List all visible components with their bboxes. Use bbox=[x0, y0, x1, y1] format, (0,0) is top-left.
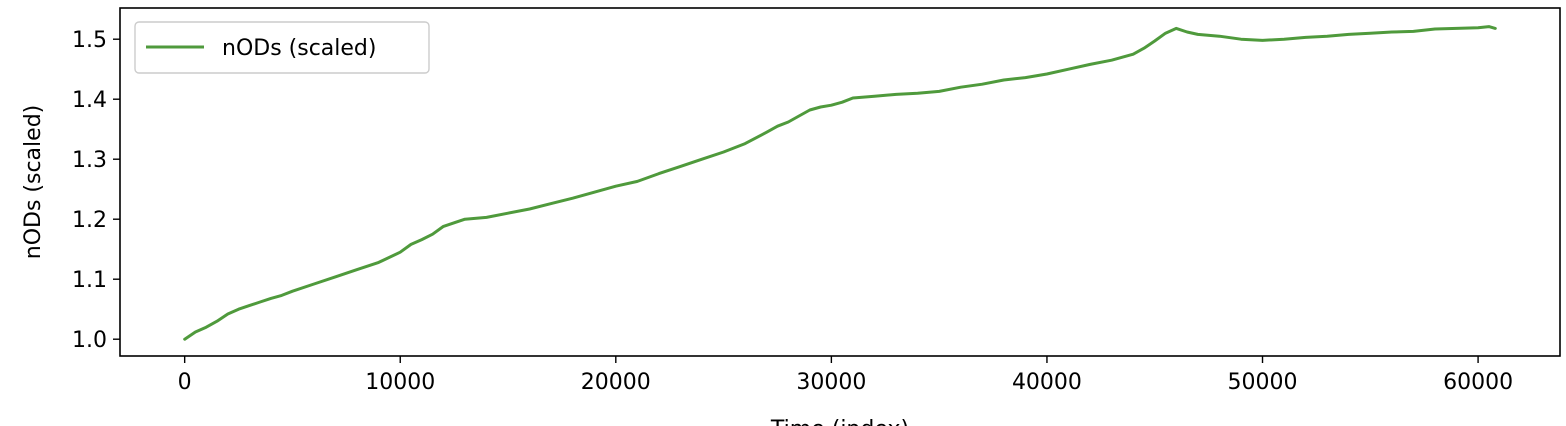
axes: 0 10000 20000 30000 40000 50000 60000 1.0 1.1 1.2… bbox=[21, 7, 1561, 426]
y-tick-label: 1.3 bbox=[72, 148, 107, 173]
x-tick-label: 20000 bbox=[581, 370, 651, 395]
x-tick-label: 0 bbox=[178, 370, 192, 395]
y-tick-label: 1.0 bbox=[72, 328, 107, 353]
legend-label: nODs (scaled) bbox=[222, 36, 376, 61]
series-line-0 bbox=[183, 25, 1497, 341]
x-tick-label: 40000 bbox=[1012, 370, 1082, 395]
y-tick-label: 1.4 bbox=[72, 88, 107, 113]
axes-frame bbox=[119, 7, 1561, 357]
x-tick-label: 10000 bbox=[365, 370, 435, 395]
x-axis-label: Time (index) bbox=[770, 417, 909, 426]
legend-box bbox=[134, 21, 430, 74]
x-tick-label: 30000 bbox=[796, 370, 866, 395]
y-tick-label: 1.1 bbox=[72, 268, 107, 293]
plot-area bbox=[183, 25, 1497, 341]
x-tick-label: 50000 bbox=[1228, 370, 1298, 395]
y-axis-label: nODs (scaled) bbox=[21, 105, 46, 259]
x-tick-label: 60000 bbox=[1443, 370, 1513, 395]
legend: nODs (scaled) bbox=[134, 21, 430, 74]
y-tick-label: 1.2 bbox=[72, 208, 107, 233]
y-tick-label: 1.5 bbox=[72, 28, 107, 53]
